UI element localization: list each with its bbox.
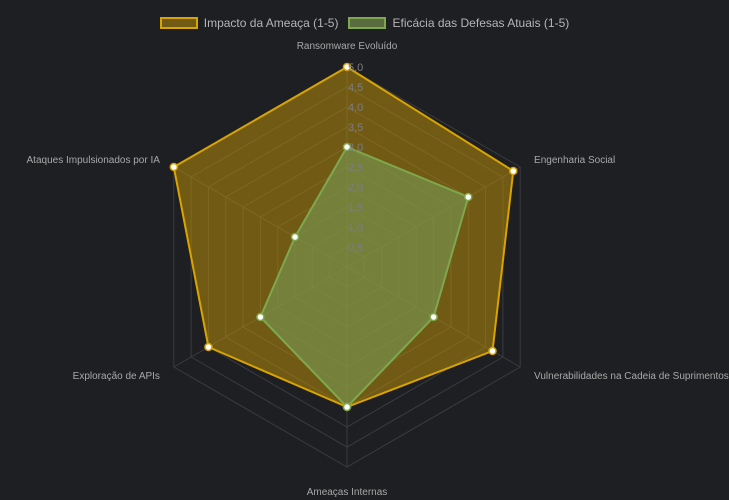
series-0-point-4[interactable] [204,342,213,352]
series-0-point-2[interactable] [488,346,497,356]
series-0-point-5[interactable] [169,162,179,172]
tick-label: 5,0 [348,62,363,74]
axis-label-4: Exploração de APIs [73,371,160,382]
tick-label: 1,5 [348,202,363,214]
tick-label: 2,0 [348,182,363,194]
legend-item-defense-efficacy[interactable]: Eficácia das Defesas Atuais (1-5) [348,16,569,30]
series-1-point-4[interactable] [256,312,265,322]
series-layer [169,62,518,412]
series-1-point-3[interactable] [342,402,352,412]
series-0-point-1[interactable] [509,166,518,176]
tick-label: 3,0 [348,142,363,154]
axis-label-0: Ransomware Evoluído [297,41,398,52]
legend-label-defense-efficacy: Eficácia das Defesas Atuais (1-5) [392,16,570,30]
legend-item-threat-impact[interactable]: Impacto da Ameaça (1-5) [159,16,339,30]
legend-swatch-defense-efficacy [348,17,387,29]
tick-label: 4,5 [348,82,363,94]
tick-label: 3,5 [348,122,363,134]
series-1-point-2[interactable] [429,312,438,322]
series-0-point-0[interactable] [342,62,352,72]
legend-label-threat-impact: Impacto da Ameaça (1-5) [203,16,339,30]
axis-label-5: Ataques Impulsionados por IA [27,155,161,166]
tick-label: 1,0 [348,222,363,234]
axis-label-1: Engenharia Social [534,155,615,166]
tick-labels: 0,5 1,0 1,5 2,0 2,5 3,0 3,5 4,0 4,5 5,0 [348,62,363,254]
axis-label-2: Vulnerabilidades na Cadeia de Suprimento… [534,371,729,382]
axis-label-3: Ameaças Internas [307,487,388,498]
legend: Impacto da Ameaça (1-5) Eficácia das Def… [0,16,729,30]
legend-swatch-threat-impact [159,17,198,29]
tick-label: 2,5 [348,162,363,174]
series-1-point-1[interactable] [463,192,473,202]
axis-labels: Ransomware Evoluído Engenharia Social Vuln… [27,41,729,498]
tick-label: 0,5 [348,242,363,254]
series-1-point-5[interactable] [290,232,300,242]
series-1-point-0[interactable] [342,142,352,152]
tick-label: 4,0 [348,102,363,114]
